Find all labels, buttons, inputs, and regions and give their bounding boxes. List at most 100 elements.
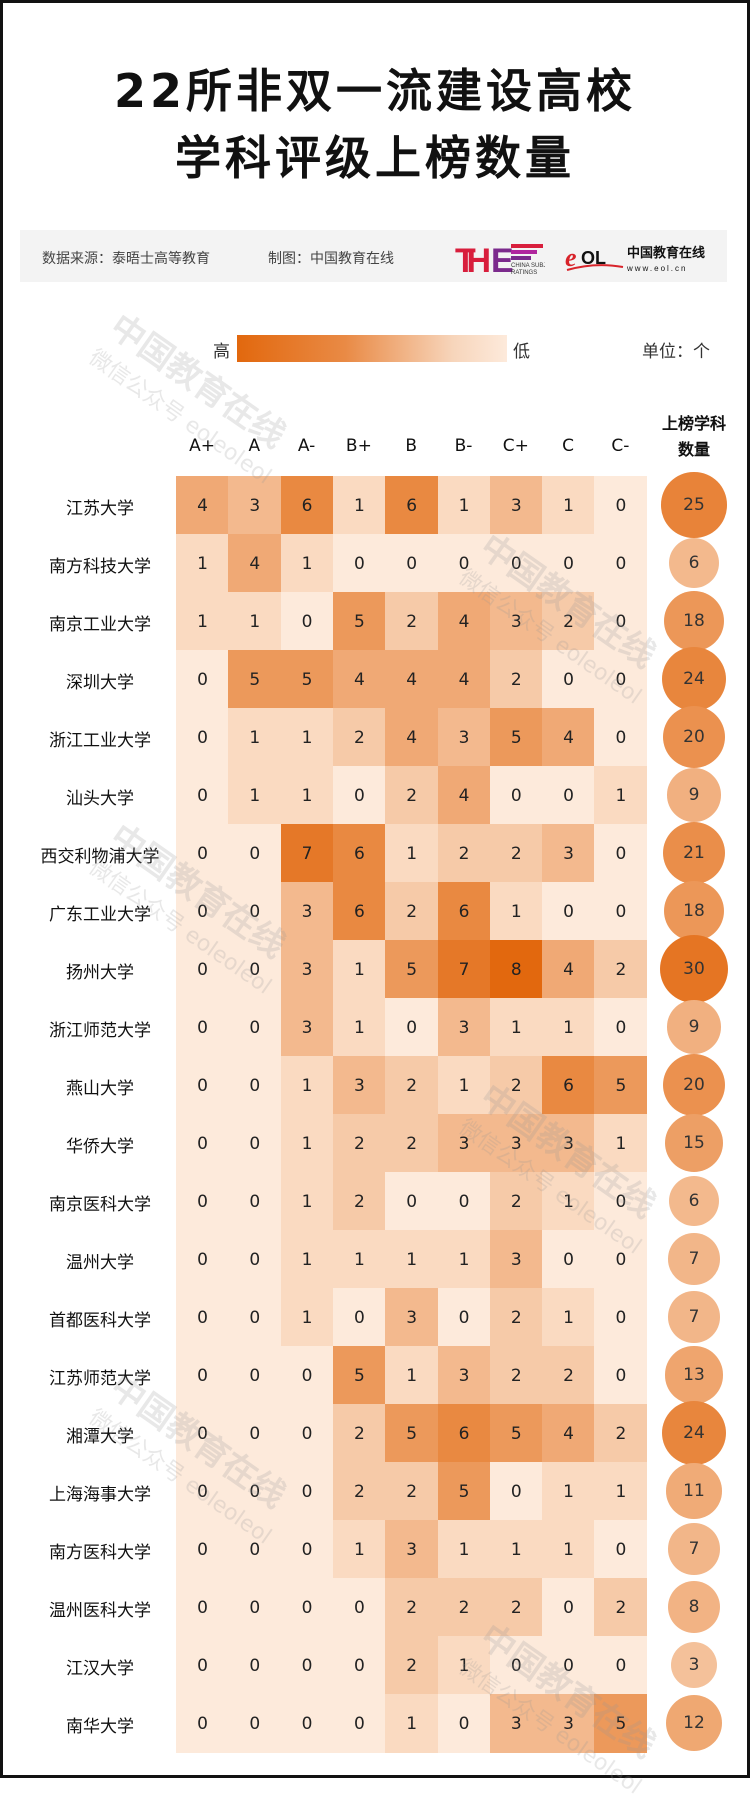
heatmap-cell: 0	[594, 592, 648, 651]
heatmap-cell: 0	[542, 766, 596, 825]
heatmap-cell: 2	[332, 708, 386, 767]
heatmap-cell: 7	[437, 940, 491, 999]
heatmap-cell: 1	[280, 1172, 334, 1231]
heatmap-cell: 3	[437, 708, 491, 767]
total-bubble: 15	[664, 1113, 724, 1173]
svg-text:e: e	[565, 243, 577, 272]
svg-text:www.eol.cn: www.eol.cn	[626, 264, 687, 273]
heatmap-cell: 5	[385, 1404, 439, 1463]
heatmap-cell: 0	[176, 1346, 229, 1405]
row-label: 华侨大学	[66, 1137, 134, 1157]
heatmap-cell: 5	[594, 1056, 648, 1115]
total-bubble: 9	[667, 768, 721, 822]
heatmap-cell: 5	[332, 1346, 386, 1405]
svg-text:中国教育在线: 中国教育在线	[627, 245, 705, 261]
heatmap-cell: 0	[280, 1636, 334, 1695]
total-bubble: 21	[662, 821, 726, 885]
heatmap-cell: 3	[542, 1694, 596, 1753]
heatmap-cell: 0	[542, 534, 596, 593]
svg-text:CHINA SUBJECT: CHINA SUBJECT	[511, 263, 545, 269]
heatmap-cell: 0	[332, 1636, 386, 1695]
row-label: 温州大学	[66, 1253, 134, 1273]
heatmap-cell: 0	[489, 1636, 543, 1695]
svg-text:RATINGS: RATINGS	[511, 270, 537, 276]
heatmap-cell: 3	[542, 824, 596, 883]
heatmap-cell: 1	[176, 592, 229, 651]
total-header-line-2: 数量	[677, 440, 710, 459]
total-bubble: 7	[668, 1523, 720, 1575]
heatmap-cell: 2	[594, 1404, 648, 1463]
heatmap-cell: 2	[385, 1578, 439, 1637]
heatmap-cell: 0	[280, 1578, 334, 1637]
heatmap-cell: 0	[176, 766, 229, 825]
heatmap-cell: 0	[228, 940, 282, 999]
heatmap-cell: 0	[332, 766, 386, 825]
heatmap-cell: 0	[542, 1578, 596, 1637]
heatmap-cell: 0	[489, 534, 543, 593]
heatmap-cell: 2	[332, 1462, 386, 1521]
heatmap-cell: 1	[437, 1056, 491, 1115]
heatmap-cell: 3	[280, 882, 334, 941]
heatmap-cell: 2	[489, 1172, 543, 1231]
heatmap-cell: 1	[542, 476, 596, 535]
heatmap-cell: 2	[489, 1578, 543, 1637]
heatmap-cell: 1	[280, 766, 334, 825]
heatmap-cell: 2	[542, 1346, 596, 1405]
row-label: 上海海事大学	[49, 1485, 151, 1505]
row-label: 首都医科大学	[49, 1311, 151, 1331]
heatmap-cell: 2	[489, 650, 543, 709]
heatmap-cell: 1	[489, 998, 543, 1057]
total-bubble: 30	[660, 935, 728, 1003]
heatmap-cell: 0	[228, 1404, 282, 1463]
heatmap-cell: 3	[280, 940, 334, 999]
heatmap-cell: 2	[594, 1578, 648, 1637]
heatmap-cell: 0	[594, 1288, 648, 1347]
heatmap-cell: 0	[489, 766, 543, 825]
heatmap-cell: 2	[385, 1462, 439, 1521]
heatmap-cell: 1	[280, 1230, 334, 1289]
heatmap-cell: 0	[385, 534, 439, 593]
column-header: C+	[502, 436, 529, 456]
heatmap-cell: 2	[385, 1056, 439, 1115]
total-bubble: 18	[663, 880, 725, 942]
heatmap-cell: 0	[594, 882, 648, 941]
heatmap-cell: 1	[280, 1114, 334, 1173]
heatmap-cell: 2	[385, 1114, 439, 1173]
heatmap-cell: 0	[176, 998, 229, 1057]
heatmap-cell: 0	[228, 1346, 282, 1405]
heatmap-cell: 4	[437, 766, 491, 825]
heatmap-cell: 1	[280, 534, 334, 593]
heatmap-cell: 0	[228, 1114, 282, 1173]
heatmap-cell: 2	[594, 940, 648, 999]
total-bubble: 24	[661, 1400, 727, 1466]
row-label: 湘潭大学	[66, 1427, 134, 1447]
heatmap-cell: 0	[176, 1056, 229, 1115]
total-header-line-1: 上榜学科	[661, 414, 726, 433]
heatmap-cell: 0	[542, 650, 596, 709]
heatmap-cell: 6	[542, 1056, 596, 1115]
total-bubble: 18	[663, 590, 725, 652]
heatmap-cell: 0	[280, 1520, 334, 1579]
heatmap-cell: 1	[437, 1520, 491, 1579]
heatmap-cell: 5	[437, 1462, 491, 1521]
heatmap-cell: 0	[385, 1172, 439, 1231]
heatmap-cell: 0	[280, 1346, 334, 1405]
heatmap-cell: 0	[176, 1578, 229, 1637]
total-bubble: 3	[670, 1641, 718, 1689]
heatmap-cell: 6	[385, 476, 439, 535]
heatmap-cell: 1	[437, 1636, 491, 1695]
heatmap-cell: 3	[489, 1694, 543, 1753]
heatmap-cell: 0	[594, 1172, 648, 1231]
heatmap-cell: 2	[542, 592, 596, 651]
heatmap-cell: 0	[228, 1172, 282, 1231]
heatmap-cell: 1	[280, 1288, 334, 1347]
heatmap-cell: 1	[542, 998, 596, 1057]
heatmap-cell: 1	[228, 708, 282, 767]
eol-logo: e OL 中国教育在线 www.eol.cn	[565, 243, 705, 273]
heatmap-cell: 6	[437, 882, 491, 941]
row-label: 南京医科大学	[49, 1195, 151, 1215]
heatmap-cell: 1	[332, 940, 386, 999]
heatmap-cell: 0	[280, 1404, 334, 1463]
heatmap-cell: 2	[489, 824, 543, 883]
total-bubble: 12	[665, 1694, 723, 1752]
